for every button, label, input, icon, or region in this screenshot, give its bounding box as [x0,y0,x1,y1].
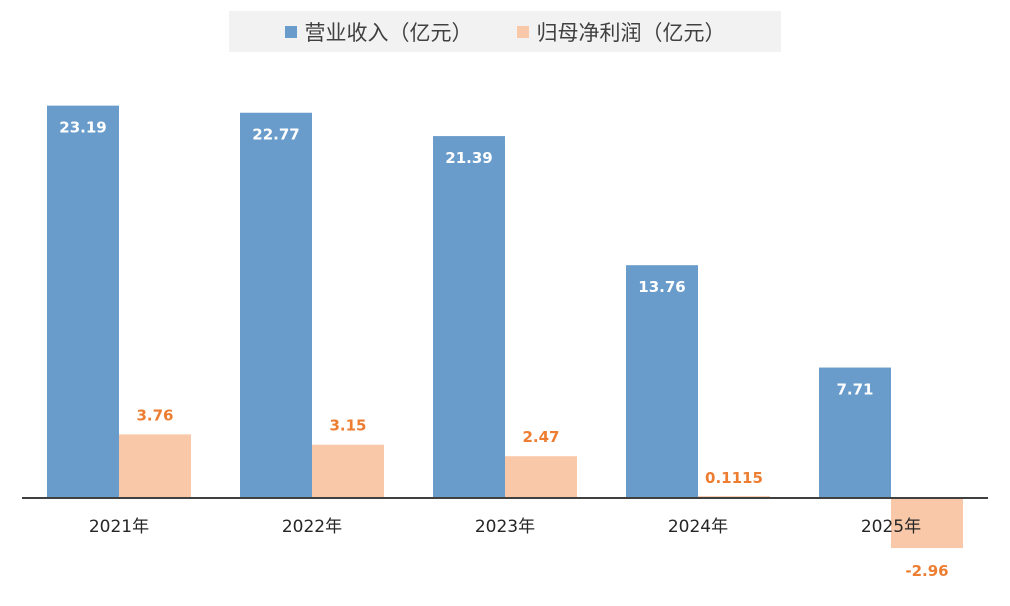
net-profit-label-1: 3.15 [329,417,366,435]
revenue-label-2: 21.39 [445,149,492,167]
revenue-label-4: 7.71 [836,381,873,399]
revenue-label-1: 22.77 [252,126,299,144]
legend-label-net-profit: 归母净利润（亿元） [536,20,726,45]
x-tick-label-2: 2023年 [475,517,535,537]
net-profit-bar-2 [505,456,577,498]
x-tick-label-1: 2022年 [282,517,342,537]
net-profit-bar-1 [312,444,384,498]
revenue-bar-4 [819,367,891,498]
revenue-label-0: 23.19 [59,119,106,137]
legend-swatch-revenue [284,25,297,38]
x-tick-label-3: 2024年 [668,517,728,537]
revenue-bar-0 [47,105,119,499]
net-profit-label-2: 2.47 [522,428,559,446]
net-profit-label-3: 0.1115 [705,469,763,487]
net-profit-bar-4 [891,498,963,549]
revenue-bar-3 [626,265,698,498]
revenue-bar-1 [240,112,312,498]
net-profit-bar-0 [119,434,191,498]
chart-legend: 营业收入（亿元） 归母净利润（亿元） [229,11,781,52]
legend-label-revenue: 营业收入（亿元） [304,20,473,45]
x-tick-label-4: 2025年 [861,517,921,537]
revenue-bar-2 [433,136,505,498]
x-tick-label-0: 2021年 [89,517,149,537]
legend-swatch-net-profit [516,25,529,38]
net-profit-label-0: 3.76 [136,406,173,424]
net-profit-label-4: -2.96 [905,562,948,580]
legend-item-net-profit: 归母净利润（亿元） [516,17,726,47]
revenue-label-3: 13.76 [638,278,685,296]
legend-item-revenue: 营业收入（亿元） [284,17,473,47]
